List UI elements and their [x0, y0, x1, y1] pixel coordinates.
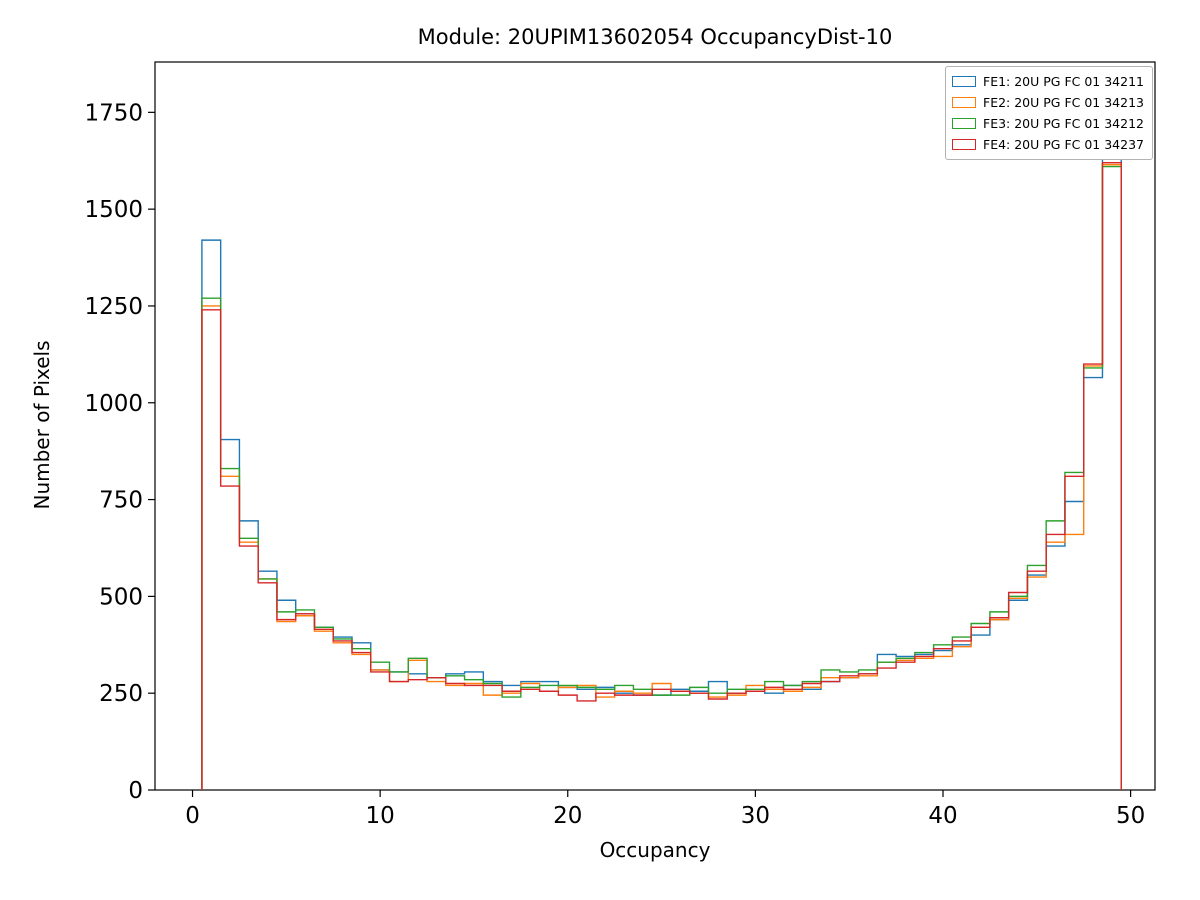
y-tick-label: 500 — [99, 584, 143, 610]
legend-label: FE4: 20U PG FC 01 34237 — [983, 137, 1144, 152]
x-tick-label: 30 — [741, 803, 770, 829]
legend: FE1: 20U PG FC 01 34211 FE2: 20U PG FC 01… — [945, 66, 1153, 160]
y-tick-label: 1750 — [84, 100, 143, 126]
y-tick-label: 1000 — [84, 391, 143, 417]
legend-item: FE4: 20U PG FC 01 34237 — [952, 134, 1144, 155]
legend-swatch — [952, 139, 976, 150]
legend-swatch — [952, 118, 976, 129]
y-tick-label: 1500 — [84, 197, 143, 223]
y-tick-label: 0 — [128, 778, 143, 804]
x-tick-label: 50 — [1116, 803, 1145, 829]
x-tick-label: 40 — [928, 803, 957, 829]
x-axis-label: Occupancy — [599, 838, 711, 862]
legend-swatch — [952, 97, 976, 108]
y-axis-label: Number of Pixels — [30, 340, 54, 510]
y-tick-label: 1250 — [84, 294, 143, 320]
y-tick-label: 250 — [99, 681, 143, 707]
legend-swatch — [952, 76, 976, 87]
series-3-path — [201, 165, 1122, 790]
legend-item: FE3: 20U PG FC 01 34212 — [952, 113, 1144, 134]
y-tick-label: 750 — [99, 488, 143, 514]
legend-label: FE2: 20U PG FC 01 34213 — [983, 95, 1144, 110]
series-2-path — [201, 163, 1122, 790]
x-tick-label: 20 — [553, 803, 582, 829]
legend-label: FE1: 20U PG FC 01 34211 — [983, 74, 1144, 89]
series-4-path — [201, 161, 1122, 790]
axes-frame — [154, 61, 1156, 791]
legend-item: FE1: 20U PG FC 01 34211 — [952, 71, 1144, 92]
legend-item: FE2: 20U PG FC 01 34213 — [952, 92, 1144, 113]
chart-title: Module: 20UPIM13602054 OccupancyDist-10 — [417, 25, 893, 49]
x-tick-label: 0 — [185, 803, 200, 829]
x-tick-label: 10 — [366, 803, 395, 829]
legend-label: FE3: 20U PG FC 01 34212 — [983, 116, 1144, 131]
